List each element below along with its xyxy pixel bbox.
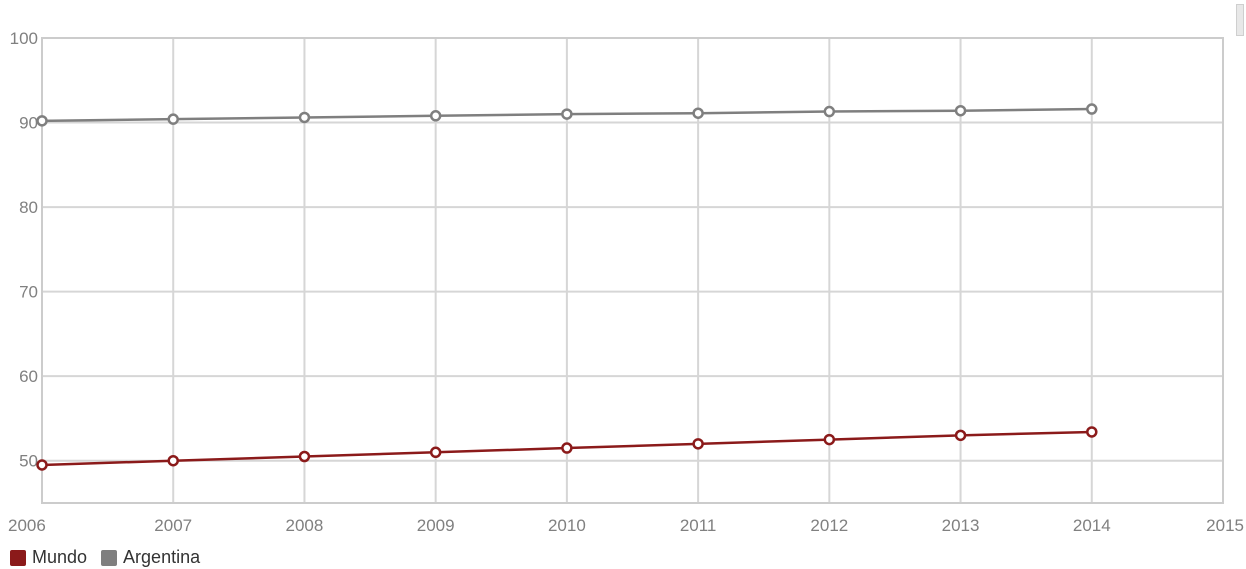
x-tick-label: 2006 — [8, 516, 46, 535]
chart-legend: Mundo Argentina — [10, 547, 214, 568]
plot-area-border — [41, 37, 1224, 504]
y-tick-label: 60 — [19, 367, 38, 386]
y-tick-label: 50 — [19, 452, 38, 471]
data-point-argentina[interactable] — [1086, 103, 1098, 115]
data-point-mundo[interactable] — [823, 433, 836, 446]
data-point-mundo[interactable] — [36, 459, 48, 471]
scrollbar-handle[interactable] — [1236, 4, 1244, 36]
x-tick-label: 2008 — [286, 516, 324, 535]
data-point-mundo[interactable] — [692, 438, 704, 450]
legend-label-mundo: Mundo — [32, 547, 88, 567]
chart-series-points — [36, 103, 1098, 471]
legend-item-argentina[interactable]: Argentina — [101, 547, 200, 568]
y-tick-label: 70 — [19, 283, 38, 302]
legend-swatch-argentina — [101, 549, 118, 566]
legend-label-argentina: Argentina — [123, 547, 201, 567]
data-point-mundo[interactable] — [429, 446, 442, 459]
x-tick-label: 2009 — [417, 516, 455, 535]
x-tick-label: 2013 — [942, 516, 980, 535]
y-axis-ticks: 50 60 70 80 90 100 — [10, 29, 38, 471]
x-tick-label: 2012 — [810, 516, 848, 535]
data-point-argentina[interactable] — [429, 110, 442, 122]
x-tick-label: 2015 — [1206, 516, 1244, 535]
data-point-mundo[interactable] — [167, 454, 179, 467]
data-point-argentina[interactable] — [561, 108, 573, 120]
y-tick-label: 80 — [19, 198, 38, 217]
data-point-argentina[interactable] — [954, 104, 967, 117]
y-tick-label: 100 — [10, 29, 38, 48]
x-tick-label: 2007 — [154, 516, 192, 535]
x-tick-label: 2014 — [1073, 516, 1111, 535]
data-point-argentina[interactable] — [692, 107, 704, 119]
legend-item-mundo[interactable]: Mundo — [10, 547, 87, 568]
x-tick-label: 2011 — [680, 516, 717, 535]
data-point-mundo[interactable] — [954, 429, 967, 442]
y-tick-label: 90 — [19, 114, 38, 133]
data-point-argentina[interactable] — [298, 111, 311, 124]
data-point-mundo[interactable] — [1086, 426, 1098, 438]
x-axis-ticks: 2006 2007 2008 2009 2010 2011 2012 2013 2014 2015 — [8, 516, 1244, 535]
data-point-mundo[interactable] — [561, 442, 573, 454]
data-point-argentina[interactable] — [823, 105, 836, 118]
legend-swatch-mundo — [10, 549, 26, 566]
data-point-argentina[interactable] — [36, 115, 48, 127]
data-point-mundo[interactable] — [298, 450, 311, 463]
data-point-argentina[interactable] — [167, 113, 179, 125]
x-tick-label: 2010 — [548, 516, 586, 535]
